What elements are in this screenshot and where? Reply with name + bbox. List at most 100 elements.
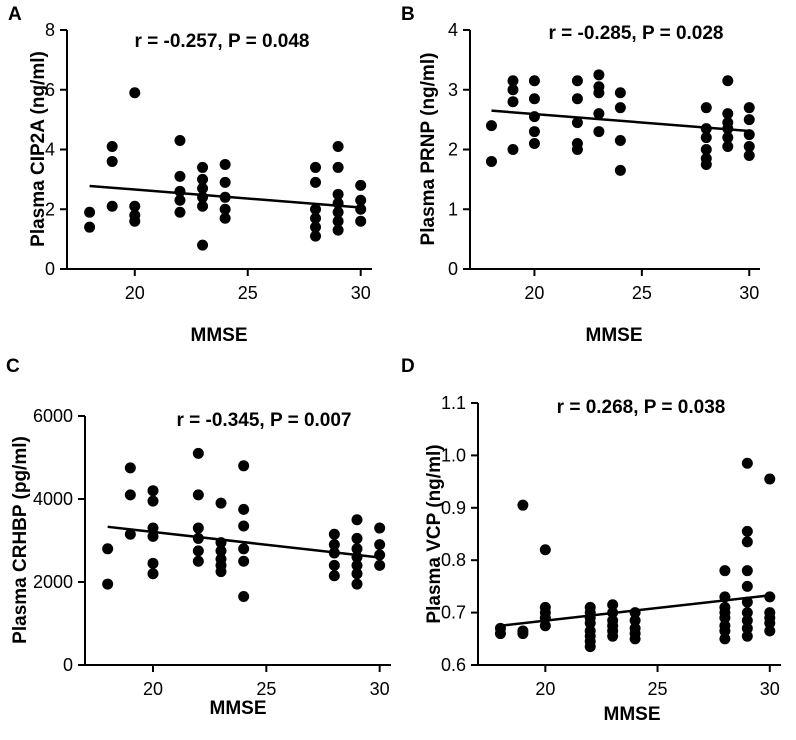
data-point — [351, 532, 363, 544]
data-point — [507, 75, 519, 87]
data-point — [219, 212, 231, 224]
panel-label: C — [6, 356, 20, 377]
correlation-annotation: r = -0.257, P = 0.048 — [134, 31, 309, 52]
data-point — [197, 191, 209, 203]
data-point — [147, 485, 159, 497]
data-point — [743, 141, 755, 153]
y-tick-label: 1.1 — [441, 393, 466, 413]
data-point — [219, 176, 231, 188]
data-point — [571, 117, 583, 129]
y-tick-label: 0.6 — [441, 655, 466, 675]
data-point — [741, 457, 753, 469]
data-point — [310, 212, 322, 224]
data-point — [332, 141, 344, 153]
y-tick-label: 6 — [45, 80, 55, 100]
data-point — [528, 111, 540, 123]
data-point — [374, 559, 386, 571]
data-point — [743, 102, 755, 114]
correlation-annotation: r = -0.285, P = 0.028 — [548, 23, 723, 44]
data-point — [174, 170, 186, 182]
data-point — [517, 499, 529, 511]
data-point — [328, 570, 340, 582]
data-point — [741, 580, 753, 592]
data-point — [584, 617, 596, 629]
data-point — [539, 620, 551, 632]
data-point — [614, 87, 626, 99]
data-point — [741, 565, 753, 577]
chart-panel-a: A 20 25 30 0 2 4 6 8 MMSE Plasma CIP2A (ng/ml) r = … — [8, 4, 372, 346]
data-point — [593, 87, 605, 99]
y-tick-label: 2000 — [33, 572, 73, 592]
data-point — [147, 568, 159, 580]
data-point — [507, 84, 519, 96]
data-point — [310, 230, 322, 242]
y-axis-title: Plasma VCP (ng/ml) — [424, 444, 445, 623]
data-point — [764, 473, 776, 485]
x-axis-title: MMSE — [191, 325, 248, 346]
data-point — [528, 138, 540, 150]
data-point — [102, 578, 114, 590]
data-point — [719, 633, 731, 645]
data-point — [719, 565, 731, 577]
data-point — [517, 628, 529, 640]
data-point — [700, 102, 712, 114]
data-point — [629, 607, 641, 619]
data-point — [174, 206, 186, 218]
x-tick-label: 30 — [370, 679, 390, 699]
x-tick-label: 25 — [238, 283, 258, 303]
data-point — [719, 612, 731, 624]
data-point — [328, 547, 340, 559]
data-point — [539, 544, 551, 556]
x-tick-label: 25 — [256, 679, 276, 699]
data-point — [351, 568, 363, 580]
y-tick-label: 6000 — [33, 406, 73, 426]
panel-label: D — [401, 356, 415, 377]
data-point — [129, 200, 141, 212]
data-point — [351, 543, 363, 555]
data-point — [614, 164, 626, 176]
data-point — [328, 528, 340, 540]
data-point — [507, 96, 519, 108]
panel-label: B — [401, 4, 415, 25]
data-point — [238, 520, 250, 532]
chart-panel-b: B 20 25 30 0 1 2 3 4 MMSE Plasma PRNP (ng/ml) r = -… — [401, 4, 760, 346]
chart-panel-d: D 20 25 30 0.6 0.7 0.8 0.9 1.0 1.1 MMSE Plasma VCP … — [401, 356, 781, 725]
data-point — [351, 514, 363, 526]
x-tick-label: 30 — [760, 679, 780, 699]
data-point — [743, 149, 755, 161]
data-point — [124, 528, 136, 540]
data-point — [614, 102, 626, 114]
y-tick-label: 4 — [45, 140, 55, 160]
data-point — [539, 612, 551, 624]
data-point — [351, 559, 363, 571]
data-point — [310, 203, 322, 215]
data-point — [374, 539, 386, 551]
data-point — [374, 522, 386, 534]
data-point — [84, 206, 96, 218]
data-point — [741, 596, 753, 608]
data-point — [215, 545, 227, 557]
data-point — [528, 93, 540, 105]
x-tick-label: 25 — [648, 679, 668, 699]
data-point — [106, 141, 118, 153]
data-point — [607, 630, 619, 642]
y-tick-label: 4000 — [33, 489, 73, 509]
data-point — [147, 522, 159, 534]
data-point — [238, 503, 250, 515]
data-point — [355, 215, 367, 227]
data-point — [129, 87, 141, 99]
y-tick-label: 0.8 — [441, 550, 466, 570]
data-point — [722, 132, 734, 144]
data-point — [328, 559, 340, 571]
data-point — [700, 158, 712, 170]
x-tick-label: 25 — [632, 283, 652, 303]
y-tick-label: 4 — [448, 20, 458, 40]
y-tick-label: 8 — [45, 20, 55, 40]
x-tick-label: 30 — [739, 283, 759, 303]
data-point — [741, 614, 753, 626]
data-point — [197, 239, 209, 251]
x-axis-title: MMSE — [210, 698, 267, 719]
y-tick-label: 2 — [448, 140, 458, 160]
x-tick-label: 20 — [535, 679, 555, 699]
data-point — [722, 108, 734, 120]
